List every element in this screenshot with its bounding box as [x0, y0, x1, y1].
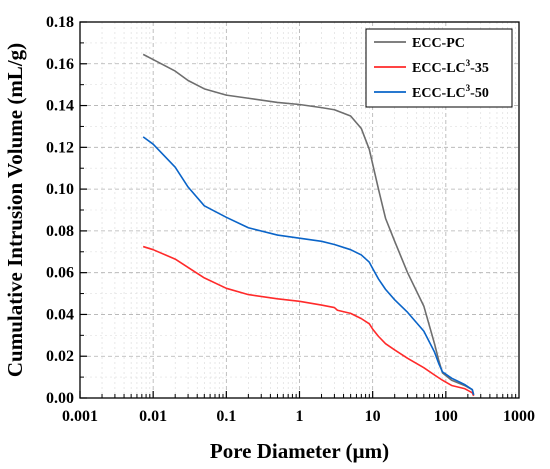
x-tick-label: 10 — [365, 408, 381, 425]
series-line-2 — [142, 245, 475, 397]
series-lines — [142, 53, 475, 397]
axis-ticks — [79, 21, 517, 399]
y-tick-label: 0.18 — [46, 14, 74, 31]
y-tick-label: 0.04 — [46, 306, 74, 323]
x-tick-label: 1 — [296, 408, 304, 425]
y-tick-label: 0.08 — [46, 223, 74, 240]
y-tick-label: 0.06 — [46, 265, 74, 282]
x-axis-title: Pore Diameter (µm) — [210, 439, 389, 463]
x-tick-label: 0.1 — [216, 408, 236, 425]
x-tick-labels: 0.001 0.01 0.1 1 10 100 1000 — [62, 408, 535, 425]
x-tick-label: 0.001 — [62, 408, 98, 425]
y-tick-label: 0.10 — [46, 181, 74, 198]
legend: ECC-PC ECC-LC3-35 ECC-LC3-50 — [365, 28, 513, 108]
series-line-3 — [142, 136, 475, 396]
legend-label-3: ECC-LC3-50 — [412, 83, 489, 101]
y-tick-label: 0.02 — [46, 348, 74, 365]
x-tick-label: 0.01 — [139, 408, 167, 425]
legend-label-2: ECC-LC3-35 — [412, 58, 489, 76]
x-tick-label: 1000 — [503, 408, 535, 425]
y-tick-labels: 0.00 0.02 0.04 0.06 0.08 0.10 0.12 0.14 0.16 0.18 — [46, 14, 74, 407]
y-tick-label: 0.14 — [46, 98, 74, 115]
y-tick-label: 0.16 — [46, 56, 74, 73]
grid — [80, 22, 519, 398]
y-tick-label: 0.00 — [46, 390, 74, 407]
legend-label-1: ECC-PC — [412, 36, 465, 51]
x-tick-label: 100 — [434, 408, 458, 425]
y-axis-title: Cumulative Intrusion Volume (mL/g) — [3, 43, 27, 377]
y-tick-label: 0.12 — [46, 139, 74, 156]
